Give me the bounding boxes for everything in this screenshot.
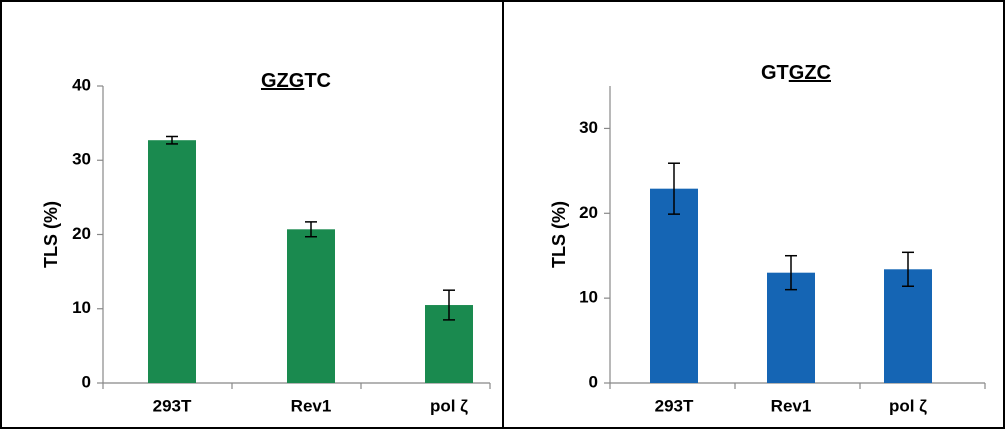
y-tick-label: 10 [579, 288, 598, 307]
chart-title: GTGZC [761, 62, 831, 84]
chart-panel: GTGZC TLS (%) 0 10 20 30 293T Rev1 pol ζ [549, 62, 986, 415]
y-tick-label: 20 [579, 203, 598, 222]
bar [650, 188, 698, 383]
y-tick-label: 40 [72, 75, 91, 94]
chart-panel: GZGTC TLS (%) 0 10 20 30 40 293T Rev1 pol ζ [41, 70, 491, 415]
x-tick-label: pol ζ [889, 396, 927, 415]
bar [767, 272, 815, 383]
error-bar [305, 221, 317, 238]
title-part: GZG [261, 70, 304, 92]
y-axis-label: TLS (%) [549, 201, 569, 268]
y-tick-label: 0 [82, 372, 91, 391]
error-bar [443, 289, 455, 321]
chart-title: GZGTC [261, 70, 331, 92]
error-bar [785, 254, 797, 291]
y-tick-label: 10 [72, 298, 91, 317]
x-tick-label: pol ζ [430, 396, 468, 415]
y-tick-label: 30 [72, 150, 91, 169]
bar [287, 229, 335, 383]
x-tick-label: Rev1 [771, 396, 812, 415]
bar [148, 140, 196, 383]
x-tick-label: 293T [153, 396, 192, 415]
title-part: TC [304, 70, 331, 92]
y-tick-label: 20 [72, 224, 91, 243]
x-tick-label: Rev1 [291, 396, 332, 415]
error-bar [668, 162, 680, 215]
y-tick-label: 30 [579, 118, 598, 137]
y-axis-label: TLS (%) [41, 201, 61, 268]
x-tick-label: 293T [655, 396, 694, 415]
error-bar [902, 251, 914, 288]
title-part: GZC [789, 62, 831, 84]
y-tick-label: 0 [589, 372, 598, 391]
error-bar [166, 135, 178, 145]
bar [884, 269, 932, 383]
title-part: GT [761, 62, 789, 84]
